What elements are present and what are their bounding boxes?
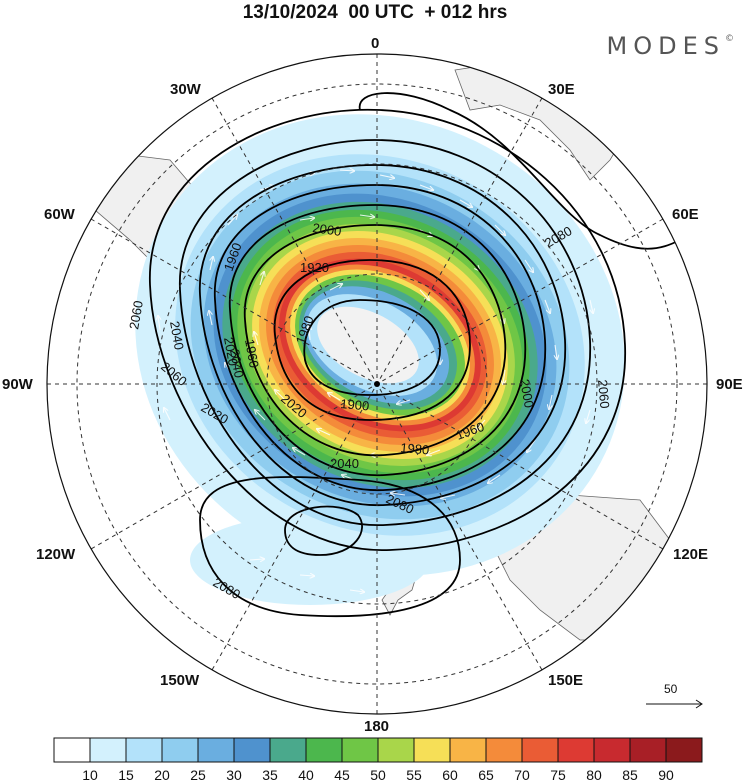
wind-vector bbox=[255, 410, 266, 421]
wind-vector bbox=[459, 199, 472, 207]
map-border bbox=[46, 53, 708, 715]
contour-label: 2060 bbox=[126, 299, 146, 330]
contour-label: 1960 bbox=[242, 338, 262, 369]
wind-vector bbox=[293, 448, 306, 456]
contour-label: 2040 bbox=[330, 456, 359, 471]
lon-label-150e: 150E bbox=[548, 672, 583, 689]
copyright-mark: © bbox=[725, 34, 734, 44]
contour-label: 1980 bbox=[400, 440, 430, 457]
lon-label-150w: 150W bbox=[160, 672, 200, 689]
brand-logo: MODES© bbox=[607, 32, 734, 60]
wind-vector bbox=[524, 259, 533, 272]
contour-2080-small bbox=[284, 505, 363, 556]
wind-vector bbox=[427, 449, 441, 455]
wind-vector bbox=[441, 495, 456, 498]
wind-vector bbox=[549, 394, 552, 409]
wind-vector bbox=[379, 175, 394, 178]
contour-2040 bbox=[179, 139, 591, 526]
wind-vector bbox=[275, 390, 286, 401]
contour-label: 2060 bbox=[595, 379, 612, 409]
wind-vector bbox=[210, 257, 213, 271]
band-12 bbox=[190, 515, 430, 605]
arrow-right-icon bbox=[646, 699, 703, 709]
contour-1900 bbox=[303, 299, 441, 396]
contour-1980 bbox=[229, 204, 527, 476]
contour-label: 1920 bbox=[300, 260, 329, 275]
wind-vector bbox=[317, 429, 331, 436]
lon-label-30w: 30W bbox=[170, 81, 202, 98]
lon-label-30e: 30E bbox=[548, 81, 575, 98]
contour-label: 2000 bbox=[517, 378, 537, 409]
map-title: 13/10/2024 00 UTC + 012 hrs bbox=[242, 2, 508, 23]
wind-vector bbox=[164, 408, 171, 421]
contour-1960 bbox=[243, 224, 507, 457]
contour-2080 bbox=[358, 92, 681, 250]
contour-2020 bbox=[199, 164, 566, 506]
wind-vector bbox=[339, 170, 354, 171]
reference-vector: 50 bbox=[640, 682, 710, 712]
contour-label: 2020 bbox=[221, 336, 241, 367]
wind-vector bbox=[544, 299, 550, 313]
wind-vector bbox=[359, 215, 374, 217]
wind-vector bbox=[590, 299, 593, 313]
contour-2060 bbox=[149, 108, 626, 551]
height-contours bbox=[149, 92, 681, 618]
wind-vector bbox=[555, 344, 557, 359]
wind-vector bbox=[227, 215, 237, 226]
lon-label-120w: 120W bbox=[36, 546, 76, 563]
wind-vector bbox=[299, 218, 314, 220]
latitude-ring bbox=[156, 163, 598, 605]
contour-label: 2040 bbox=[227, 348, 247, 379]
wind-vector bbox=[349, 590, 364, 592]
wind-vector bbox=[391, 493, 406, 495]
wind-vector bbox=[158, 316, 160, 331]
wind-vector bbox=[329, 284, 342, 291]
latitude-ring bbox=[76, 83, 678, 685]
lon-label-60w: 60W bbox=[44, 206, 76, 223]
wind-vector bbox=[586, 409, 591, 423]
contour-label: 2000 bbox=[312, 220, 343, 239]
wind-vector bbox=[488, 474, 501, 483]
wind-vectors bbox=[158, 170, 593, 606]
contour-2000 bbox=[214, 184, 547, 491]
map-disk: 2000 1960 1920 1980 2020 2040 2060 2080 … bbox=[47, 54, 707, 714]
wind-vector bbox=[419, 289, 429, 300]
lon-label-90w: 90W bbox=[2, 376, 34, 393]
lon-label-180: 180 bbox=[364, 718, 389, 735]
brand-name: MODES bbox=[606, 32, 725, 60]
contour-label: 1900 bbox=[340, 396, 370, 413]
wind-vector bbox=[527, 439, 536, 452]
wind-vector bbox=[399, 605, 414, 606]
lon-label-90e: 90E bbox=[716, 376, 743, 393]
lon-label-0: 0 bbox=[371, 35, 379, 52]
wind-vector bbox=[397, 399, 411, 404]
lon-label-60e: 60E bbox=[672, 206, 699, 223]
wind-vector bbox=[328, 393, 341, 401]
contour-1920 bbox=[273, 259, 471, 421]
reference-vector-value: 50 bbox=[664, 682, 678, 696]
lon-label-120e: 120E bbox=[673, 546, 708, 563]
south-pole-marker bbox=[374, 381, 380, 387]
wind-vector bbox=[494, 224, 505, 235]
wind-vector bbox=[299, 575, 314, 576]
wind-vector bbox=[476, 419, 486, 430]
longitude-labels: 0 30E 60E 90E 120E 150E 180 150W 120W 90… bbox=[2, 35, 743, 735]
contour-label: 2040 bbox=[167, 320, 187, 351]
contour-2080-south bbox=[199, 476, 461, 618]
wind-vector bbox=[503, 369, 505, 384]
wind-vector bbox=[254, 332, 259, 346]
wind-vector bbox=[209, 311, 212, 326]
wind-vector bbox=[249, 559, 264, 560]
wind-vector bbox=[259, 272, 264, 286]
wind-vector bbox=[419, 184, 433, 190]
